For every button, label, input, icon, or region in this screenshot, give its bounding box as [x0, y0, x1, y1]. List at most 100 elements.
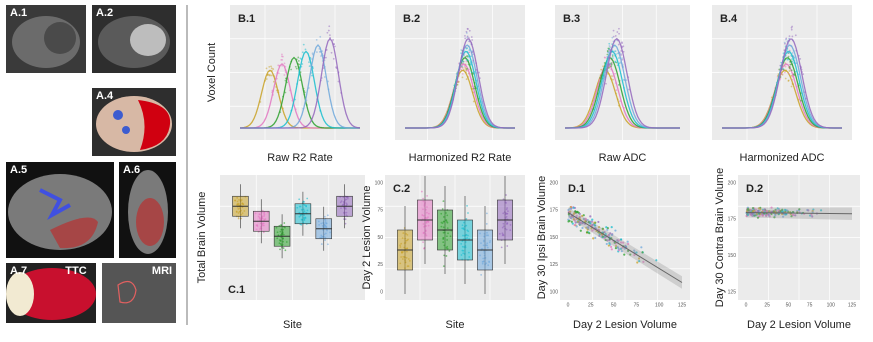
- density-point: [461, 67, 464, 69]
- density-point: [611, 53, 614, 56]
- scatter-point: [770, 212, 773, 216]
- density-point: [473, 85, 476, 88]
- density-point: [321, 53, 324, 55]
- scatter-point: [569, 207, 572, 210]
- scatter-point: [608, 242, 611, 245]
- box-point: [279, 248, 281, 251]
- x-axis-title: Day 2 Lesion Volume: [747, 319, 851, 331]
- density-point: [326, 31, 329, 34]
- box-point: [485, 223, 488, 225]
- density-point: [614, 72, 616, 75]
- box-point: [441, 208, 444, 210]
- density-point: [621, 58, 624, 61]
- image-a7: A.7 TTC MRI: [6, 263, 176, 323]
- density-point: [315, 51, 318, 53]
- density-point: [295, 58, 298, 61]
- scatter-point: [584, 218, 587, 221]
- scatter-point: [617, 239, 620, 242]
- density-point: [473, 82, 476, 84]
- density-point: [461, 72, 464, 75]
- scatter-point: [567, 208, 570, 212]
- panel-label: A.1: [10, 7, 27, 19]
- scatter-point: [765, 210, 769, 213]
- scatter-point: [633, 253, 636, 257]
- density-point: [788, 70, 791, 72]
- scatter-point: [572, 206, 575, 209]
- scatter-point: [629, 253, 632, 256]
- density-point: [467, 59, 470, 62]
- density-point: [284, 69, 287, 71]
- scatter-point: [610, 245, 613, 248]
- density-point: [471, 85, 473, 88]
- x-tick-label: 25: [588, 302, 594, 308]
- plot: C.1 Site Total Brain Volume: [196, 175, 365, 331]
- density-point: [601, 75, 604, 78]
- density-point: [792, 56, 795, 59]
- density-point: [794, 34, 797, 37]
- density-point: [470, 41, 473, 44]
- density-point: [305, 104, 308, 106]
- density-point: [788, 49, 791, 52]
- density-point: [303, 93, 306, 96]
- density-point: [778, 68, 781, 71]
- density-point: [323, 76, 326, 78]
- scatter-point: [622, 241, 625, 244]
- density-point: [294, 65, 297, 68]
- density-point: [468, 51, 470, 54]
- density-point: [801, 71, 804, 73]
- trend-line: [567, 212, 683, 283]
- scatter-point: [591, 220, 594, 223]
- density-point: [616, 31, 619, 33]
- scatter-point: [610, 233, 614, 237]
- scatter-point: [773, 216, 776, 219]
- density-point: [265, 67, 268, 70]
- density-point: [790, 69, 793, 72]
- x-tick-label: 75: [634, 302, 640, 308]
- scatter-point: [640, 246, 643, 249]
- scatter-point: [765, 214, 768, 217]
- density-point: [304, 48, 307, 51]
- density-point: [620, 54, 622, 56]
- scatter-point: [591, 223, 594, 226]
- density-point: [616, 64, 619, 67]
- density-point: [268, 70, 271, 72]
- density-point: [286, 81, 288, 84]
- scatter-point: [761, 214, 764, 217]
- scatter-point: [592, 237, 595, 240]
- scatter-point: [621, 246, 624, 249]
- density-point: [616, 39, 619, 42]
- density-point: [281, 53, 283, 56]
- density-point: [335, 67, 338, 70]
- density-point: [620, 62, 623, 65]
- scatter-point: [593, 224, 597, 227]
- scatter-point: [576, 210, 579, 213]
- density-point: [617, 83, 620, 86]
- density-point: [323, 65, 326, 68]
- density-point: [460, 65, 463, 68]
- density-point: [607, 56, 610, 59]
- density-point: [465, 69, 468, 72]
- density-point: [462, 68, 465, 71]
- density-point: [311, 67, 314, 70]
- density-point: [276, 77, 278, 80]
- density-point: [623, 106, 625, 109]
- density-point: [471, 61, 473, 63]
- plot-image: [405, 27, 515, 129]
- x-axis-title: Day 2 Lesion Volume: [573, 319, 677, 331]
- density-point: [617, 43, 620, 46]
- box-point: [442, 265, 445, 268]
- density-point: [608, 42, 611, 45]
- box-point: [320, 243, 323, 245]
- density-point: [460, 56, 463, 58]
- density-point: [320, 55, 322, 57]
- density-point: [291, 99, 294, 102]
- scatter-point: [636, 261, 639, 264]
- density-point: [800, 68, 803, 71]
- x-tick-label: 125: [678, 302, 687, 308]
- density-point: [617, 104, 620, 107]
- density-point: [611, 55, 614, 57]
- stain-tag: TTC: [65, 265, 86, 277]
- density-point: [776, 82, 778, 85]
- scatter-point: [807, 209, 810, 212]
- density-point: [271, 89, 274, 92]
